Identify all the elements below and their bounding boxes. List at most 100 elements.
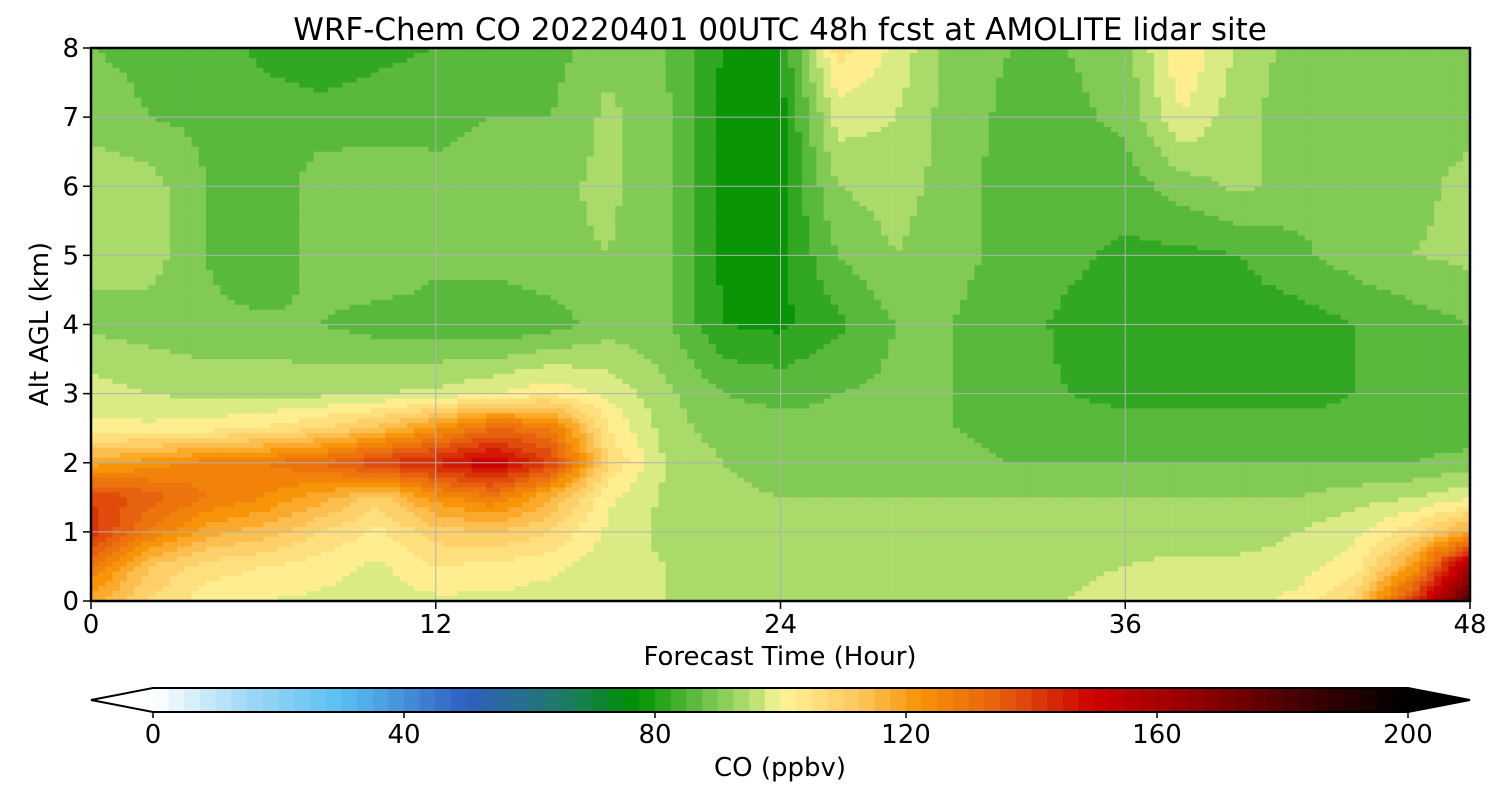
heatmap-cell	[1039, 97, 1047, 103]
heatmap-cell	[292, 112, 300, 118]
heatmap-cell	[399, 57, 408, 64]
heatmap-cell	[184, 72, 193, 79]
heatmap-cell	[378, 112, 387, 118]
heatmap-cell	[141, 151, 150, 158]
heatmap-cell	[1197, 67, 1205, 74]
heatmap-cell	[1419, 102, 1428, 108]
heatmap-cell	[802, 57, 810, 64]
heatmap-cell	[414, 146, 422, 153]
heatmap-cell	[98, 57, 106, 64]
heatmap-cell	[536, 107, 545, 113]
heatmap-cell	[256, 151, 264, 158]
heatmap-cell	[442, 82, 451, 89]
heatmap-cell	[1383, 102, 1392, 108]
heatmap-cell	[1103, 97, 1112, 103]
heatmap-cell	[428, 171, 437, 177]
heatmap-cell	[349, 161, 358, 168]
heatmap-cell	[191, 166, 200, 173]
heatmap-cell	[335, 161, 343, 168]
heatmap-cell	[478, 127, 487, 133]
heatmap-cell	[1383, 72, 1392, 79]
heatmap-cell	[1017, 87, 1026, 94]
heatmap-cell	[615, 141, 624, 148]
heatmap-cell	[1225, 77, 1234, 84]
heatmap-cell	[1398, 57, 1406, 64]
heatmap-cell	[478, 131, 487, 138]
heatmap-cell	[586, 151, 595, 158]
heatmap-cell	[1146, 107, 1155, 113]
heatmap-cell	[608, 97, 616, 103]
heatmap-cell	[464, 92, 473, 98]
heatmap-cell	[629, 122, 638, 128]
heatmap-cell	[1089, 77, 1098, 84]
heatmap-cell	[1369, 131, 1378, 138]
heatmap-cell	[1290, 48, 1299, 54]
heatmap-cell	[1003, 67, 1011, 74]
heatmap-cell	[220, 117, 229, 123]
heatmap-cell	[284, 166, 293, 173]
heatmap-cell	[1168, 166, 1177, 173]
heatmap-cell	[392, 62, 401, 69]
heatmap-cell	[205, 102, 214, 108]
heatmap-cell	[543, 112, 552, 118]
heatmap-cell	[234, 161, 243, 168]
heatmap-cell	[213, 127, 221, 133]
heatmap-cell	[1225, 112, 1234, 118]
heatmap-cell	[134, 146, 142, 153]
heatmap-cell	[529, 156, 537, 163]
heatmap-cell	[399, 67, 408, 74]
heatmap-cell	[694, 87, 703, 94]
heatmap-cell	[1003, 82, 1011, 89]
heatmap-cell	[873, 97, 882, 103]
heatmap-cell	[995, 131, 1004, 138]
heatmap-cell	[1211, 166, 1220, 173]
heatmap-cell	[1362, 161, 1371, 168]
heatmap-cell	[1003, 72, 1011, 79]
heatmap-cell	[1362, 156, 1371, 163]
heatmap-cell	[270, 156, 279, 163]
heatmap-cell	[931, 48, 940, 54]
heatmap-cell	[507, 171, 516, 177]
heatmap-cell	[205, 87, 214, 94]
heatmap-cell	[500, 171, 509, 177]
heatmap-cell	[1139, 117, 1148, 123]
heatmap-cell	[450, 48, 458, 54]
heatmap-cell	[529, 67, 537, 74]
heatmap-cell	[557, 156, 566, 163]
heatmap-cell	[1074, 156, 1083, 163]
heatmap-cell	[1304, 57, 1313, 64]
heatmap-cell	[823, 122, 832, 128]
heatmap-cell	[299, 87, 308, 94]
heatmap-cell	[723, 156, 731, 163]
heatmap-cell	[1110, 107, 1119, 113]
heatmap-cell	[263, 136, 272, 143]
heatmap-cell	[1390, 72, 1399, 79]
heatmap-cell	[787, 161, 796, 168]
heatmap-cell	[1441, 127, 1450, 133]
heatmap-cell	[665, 82, 674, 89]
heatmap-cell	[593, 171, 602, 177]
heatmap-cell	[227, 102, 236, 108]
heatmap-cell	[1053, 62, 1062, 69]
heatmap-cell	[873, 92, 882, 98]
heatmap-cell	[737, 72, 746, 79]
heatmap-cell	[780, 57, 789, 64]
heatmap-cell	[263, 151, 272, 158]
heatmap-cell	[1039, 131, 1047, 138]
heatmap-cell	[234, 92, 243, 98]
heatmap-cell	[550, 102, 559, 108]
heatmap-cell	[521, 57, 530, 64]
heatmap-cell	[881, 122, 889, 128]
heatmap-cell	[1405, 48, 1414, 54]
heatmap-cell	[536, 156, 545, 163]
heatmap-cell	[385, 77, 394, 84]
heatmap-cell	[356, 127, 365, 133]
heatmap-cell	[1132, 102, 1141, 108]
heatmap-cell	[529, 92, 537, 98]
heatmap-cell	[881, 72, 889, 79]
heatmap-cell	[514, 127, 523, 133]
heatmap-cell	[1311, 52, 1320, 59]
heatmap-cell	[1304, 107, 1313, 113]
heatmap-cell	[220, 146, 229, 153]
heatmap-cell	[299, 136, 308, 143]
